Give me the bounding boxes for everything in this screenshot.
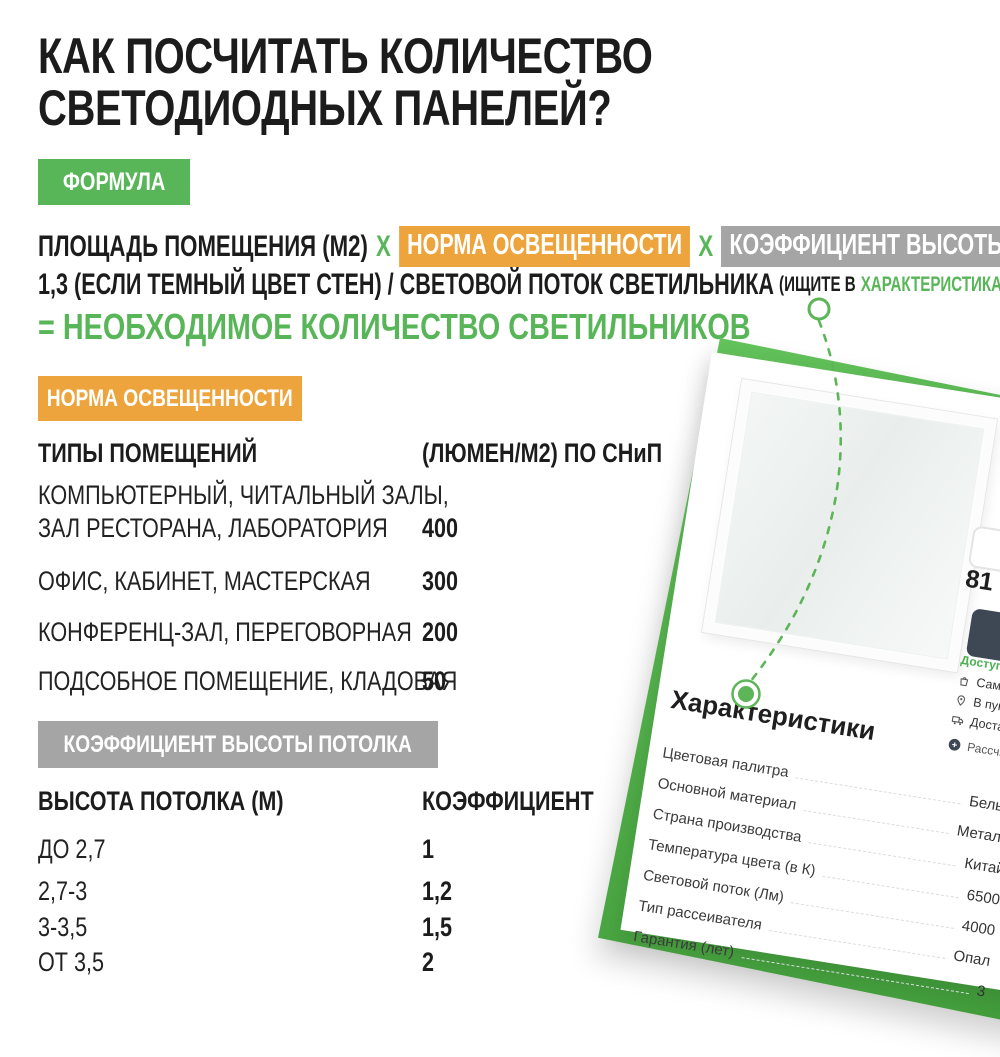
delivery-option-courier: Доставка bbox=[950, 712, 1000, 754]
coef-badge-label: КОЭФФИЦИЕНТ ВЫСОТЫ ПОТОЛКА bbox=[63, 730, 413, 758]
formula-note-link: ХАРАКТЕРИСТИКАХ bbox=[860, 273, 1000, 296]
formula-badge-label: ФОРМУЛА bbox=[62, 167, 166, 196]
norm-value-0: 400 bbox=[422, 513, 459, 543]
table-row: ДО 2,7 bbox=[38, 834, 106, 864]
table-row: ЗАЛ РЕСТОРАНА, ЛАБОРАТОРИЯ bbox=[38, 513, 388, 543]
norm-badge: НОРМА ОСВЕЩЕННОСТИ bbox=[38, 376, 302, 421]
bag-icon bbox=[960, 676, 969, 686]
table-row: ОТ 3,5 bbox=[38, 947, 105, 977]
norm-col-rooms: ТИПЫ ПОМЕЩЕНИЙ bbox=[38, 438, 258, 468]
norm-value-1: 300 bbox=[422, 566, 459, 596]
page-title-line1: КАК ПОСЧИТАТЬ КОЛИЧЕСТВО bbox=[38, 28, 653, 84]
coef-col-height: ВЫСОТА ПОТОЛКА (М) bbox=[38, 786, 284, 816]
norm-value-3: 50 bbox=[422, 666, 447, 696]
norm-col-lumen: (ЛЮМЕН/М2) ПО СНиП bbox=[422, 438, 663, 468]
characteristics-section: Характеристики Цветовая палитра Белый Осн… bbox=[632, 684, 1000, 1000]
formula-line-2: 1,3 (ЕСЛИ ТЕМНЫЙ ЦВЕТ СТЕН) / СВЕТОВОЙ П… bbox=[38, 268, 1000, 302]
formula-times-1: X bbox=[376, 229, 391, 263]
led-panel-diffuser bbox=[714, 391, 985, 660]
calc-icon bbox=[948, 738, 961, 751]
page-title-line2: СВЕТОДИОДНЫХ ПАНЕЛЕЙ? bbox=[38, 80, 612, 136]
coef-value-3: 2 bbox=[422, 947, 435, 977]
norm-badge-label: НОРМА ОСВЕЩЕННОСТИ bbox=[47, 384, 293, 412]
delivery-options: Доступны Самовывоз В пункт выдачи Достав… bbox=[947, 653, 1000, 779]
formula-badge: ФОРМУЛА bbox=[38, 159, 190, 205]
product-card: 81 Доступны Самовывоз В пункт выдачи Дос… bbox=[620, 352, 1000, 1030]
coef-badge: КОЭФФИЦИЕНТ ВЫСОТЫ ПОТОЛКА bbox=[38, 721, 438, 768]
table-row: ОФИС, КАБИНЕТ, МАСТЕРСКАЯ bbox=[38, 566, 371, 596]
table-row: 2,7-3 bbox=[38, 876, 88, 906]
page-title: КАК ПОСЧИТАТЬ КОЛИЧЕСТВО СВЕТОДИОДНЫХ ПА… bbox=[38, 30, 806, 134]
delivery-option-point: В пункт выдачи bbox=[954, 692, 1000, 734]
coef-value-1: 1,2 bbox=[422, 876, 453, 906]
formula-result: = НЕОБХОДИМОЕ КОЛИЧЕСТВО СВЕТИЛЬНИКОВ bbox=[38, 306, 751, 347]
product-price: 81 bbox=[963, 564, 996, 597]
truck-icon bbox=[951, 715, 964, 725]
coef-col-coef: КОЭФФИЦИЕНТ bbox=[422, 786, 594, 816]
formula-line-1: ПЛОЩАДЬ ПОМЕЩЕНИЯ (М2) X НОРМА ОСВЕЩЕННО… bbox=[38, 226, 1000, 267]
formula-coef-highlight: КОЭФФИЦИЕНТ ВЫСОТЫ ПОТОЛКА bbox=[721, 226, 1000, 267]
table-row: КОНФЕРЕНЦ-ЗАЛ, ПЕРЕГОВОРНАЯ bbox=[38, 617, 412, 647]
formula-area: ПЛОЩАДЬ ПОМЕЩЕНИЯ (М2) bbox=[38, 229, 368, 263]
table-row: 3-3,5 bbox=[38, 912, 88, 942]
formula-norm-highlight: НОРМА ОСВЕЩЕННОСТИ bbox=[399, 226, 691, 267]
table-row: ПОДСОБНОЕ ПОМЕЩЕНИЕ, КЛАДОВАЯ bbox=[38, 666, 458, 696]
table-row: КОМПЬЮТЕРНЫЙ, ЧИТАЛЬНЫЙ ЗАЛЫ, bbox=[38, 480, 449, 510]
coef-value-0: 1 bbox=[422, 834, 435, 864]
formula-divisor: 1,3 (ЕСЛИ ТЕМНЫЙ ЦВЕТ СТЕН) / СВЕТОВОЙ П… bbox=[38, 268, 775, 301]
formula-note-prefix: (ИЩИТЕ В bbox=[779, 273, 856, 296]
coef-value-2: 1,5 bbox=[422, 912, 453, 942]
delivery-option-pickup: Самовывоз bbox=[957, 673, 1000, 715]
norm-value-2: 200 bbox=[422, 617, 459, 647]
product-photo-led-panel bbox=[702, 379, 997, 673]
pin-icon bbox=[957, 694, 966, 706]
formula-times-2: X bbox=[698, 229, 714, 263]
calculate-delivery-link[interactable]: Рассчитать bbox=[947, 737, 1000, 779]
